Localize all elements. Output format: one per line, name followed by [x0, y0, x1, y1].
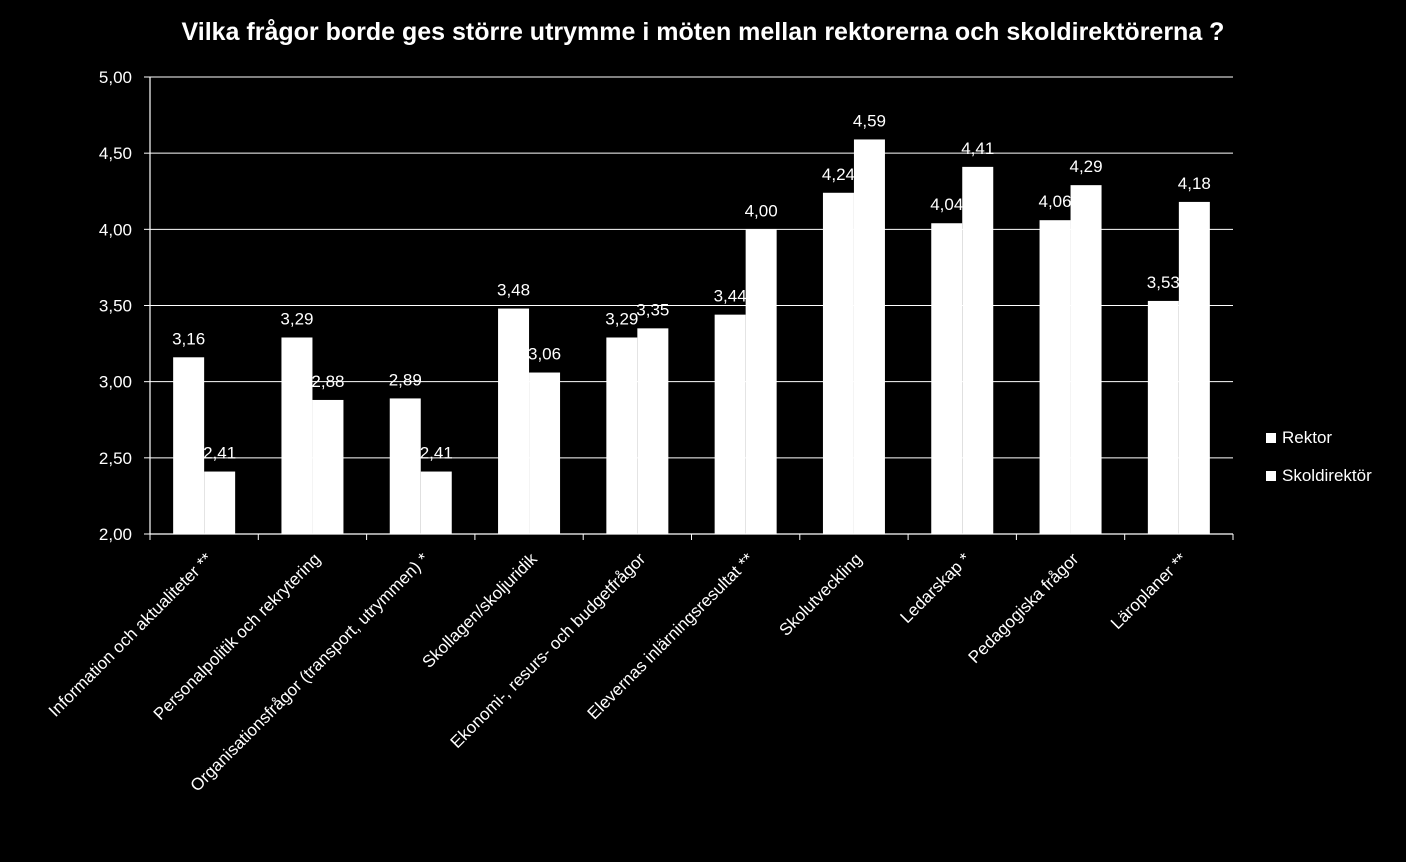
data-label-skoldirektor: 2,41: [203, 444, 236, 463]
data-label-rektor: 3,29: [605, 309, 638, 328]
legend-item-skoldirektor: Skoldirektör: [1266, 466, 1372, 486]
bar-skoldirektor: [529, 372, 561, 534]
y-axis-ticks: 2,00 2,50 3,00 3,50 4,00 4,50 5,00: [99, 68, 150, 544]
legend-swatch-rektor: [1266, 433, 1276, 443]
data-label-skoldirektor: 4,41: [961, 139, 994, 158]
bar-rektor: [498, 308, 530, 534]
x-tick-label: Skollagen/skoljuridik: [419, 549, 542, 672]
x-tick-label: Läroplaner **: [1107, 549, 1191, 633]
data-label-rektor: 3,44: [714, 287, 747, 306]
bar-rektor: [173, 357, 205, 534]
bar-skoldirektor: [420, 471, 452, 534]
x-tick-label: Ledarskap *: [896, 549, 974, 627]
bar-skoldirektor: [962, 166, 994, 535]
chart-title: Vilka frågor borde ges större utrymme i …: [181, 18, 1225, 46]
bar-skoldirektor: [637, 328, 669, 534]
y-tick-label: 3,00: [99, 373, 132, 392]
bar-rektor: [1147, 300, 1179, 534]
legend-item-rektor: Rektor: [1266, 428, 1372, 448]
y-tick-label: 4,00: [99, 220, 132, 239]
data-label-rektor: 2,89: [389, 370, 422, 389]
y-tick-label: 3,50: [99, 297, 132, 316]
x-tick-label: Pedagogiska frågor: [965, 549, 1083, 667]
bars: [173, 139, 1210, 535]
x-tick-label: Organisationsfrågor (transport, utrymmen…: [187, 549, 433, 795]
bar-skoldirektor: [1178, 201, 1210, 534]
bar-rektor: [1039, 220, 1071, 534]
x-axis-ticks: Information och aktualiteter **Personalp…: [45, 534, 1234, 795]
bar-skoldirektor: [853, 139, 885, 534]
legend-swatch-skoldirektor: [1266, 471, 1276, 481]
data-label-skoldirektor: 4,00: [745, 201, 778, 220]
data-label-skoldirektor: 4,59: [853, 111, 886, 130]
bar-rektor: [606, 337, 638, 534]
bar-skoldirektor: [204, 471, 236, 534]
data-label-rektor: 3,29: [280, 309, 313, 328]
data-label-rektor: 3,16: [172, 329, 205, 348]
x-tick-label: Skolutveckling: [776, 549, 866, 639]
data-label-rektor: 3,48: [497, 281, 530, 300]
x-tick-label: Ekonomi-, resurs- och budgetfrågor: [447, 549, 650, 752]
data-label-skoldirektor: 3,06: [528, 345, 561, 364]
legend: Rektor Skoldirektör: [1266, 428, 1372, 504]
data-label-rektor: 4,04: [930, 195, 963, 214]
data-label-skoldirektor: 3,35: [636, 300, 669, 319]
y-tick-label: 2,00: [99, 525, 132, 544]
data-label-skoldirektor: 2,88: [311, 372, 344, 391]
data-label-skoldirektor: 4,18: [1178, 174, 1211, 193]
y-tick-label: 5,00: [99, 68, 132, 87]
data-label-skoldirektor: 2,41: [420, 444, 453, 463]
data-label-rektor: 3,53: [1147, 273, 1180, 292]
bar-skoldirektor: [1070, 185, 1102, 534]
data-label-skoldirektor: 4,29: [1070, 157, 1103, 176]
legend-label-skoldirektor: Skoldirektör: [1282, 466, 1372, 485]
data-labels: 3,162,413,292,88 2,892,413,483,063,293,35…: [172, 111, 1211, 462]
data-label-rektor: 4,06: [1039, 192, 1072, 211]
bar-skoldirektor: [312, 399, 344, 534]
bar-rektor: [822, 192, 854, 535]
bar-rektor: [281, 337, 313, 534]
axes: [149, 77, 1233, 535]
bar-skoldirektor: [745, 229, 777, 535]
y-tick-label: 2,50: [99, 449, 132, 468]
bar-rektor: [714, 314, 746, 534]
data-label-rektor: 4,24: [822, 165, 855, 184]
bar-rektor: [389, 398, 421, 534]
y-tick-label: 4,50: [99, 144, 132, 163]
legend-label-rektor: Rektor: [1282, 428, 1333, 447]
bar-rektor: [931, 223, 963, 535]
